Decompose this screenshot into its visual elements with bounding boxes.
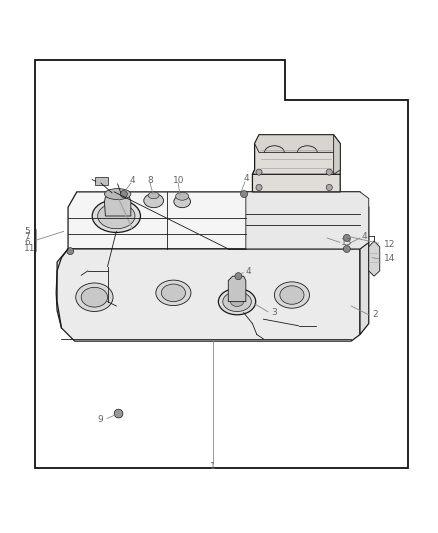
Circle shape [255,169,261,175]
Polygon shape [359,243,368,335]
Circle shape [255,184,261,191]
Polygon shape [333,135,339,174]
Circle shape [114,409,123,418]
Text: 14: 14 [383,254,395,263]
Text: 3: 3 [271,308,277,317]
Circle shape [240,191,247,198]
Polygon shape [245,192,368,249]
Text: 7: 7 [24,232,30,241]
Ellipse shape [144,193,163,208]
Polygon shape [57,249,359,341]
Circle shape [325,169,332,175]
Text: 4: 4 [244,174,249,183]
Ellipse shape [230,297,243,306]
Polygon shape [252,135,339,174]
Text: 4: 4 [245,267,250,276]
Circle shape [120,191,127,198]
Ellipse shape [98,203,135,229]
Ellipse shape [148,192,159,199]
Text: 12: 12 [383,240,395,249]
Ellipse shape [279,286,304,304]
Polygon shape [254,135,339,152]
Ellipse shape [76,283,113,311]
Circle shape [67,248,74,255]
Ellipse shape [274,282,309,308]
Text: 4: 4 [130,175,135,184]
Ellipse shape [161,284,185,302]
Polygon shape [68,192,368,249]
Ellipse shape [218,288,255,315]
Polygon shape [228,276,245,302]
Polygon shape [252,170,339,192]
Ellipse shape [222,292,251,311]
Ellipse shape [173,196,190,208]
FancyBboxPatch shape [95,177,108,185]
Ellipse shape [104,189,131,199]
Circle shape [325,184,332,191]
Text: 11: 11 [24,245,35,253]
Circle shape [343,245,350,253]
Text: 13: 13 [340,238,352,247]
Ellipse shape [175,192,188,200]
Polygon shape [104,193,131,216]
Ellipse shape [92,199,140,232]
Text: 5: 5 [24,227,30,236]
Text: 2: 2 [372,310,377,319]
Text: 6: 6 [24,238,30,247]
Text: 10: 10 [172,175,184,184]
Ellipse shape [81,287,107,307]
Text: 1: 1 [209,462,215,471]
Circle shape [234,273,241,280]
Text: 9: 9 [97,415,103,424]
Circle shape [343,235,350,241]
Polygon shape [368,241,379,276]
Ellipse shape [155,280,191,305]
Text: 4: 4 [361,232,366,241]
Text: 8: 8 [147,175,153,184]
